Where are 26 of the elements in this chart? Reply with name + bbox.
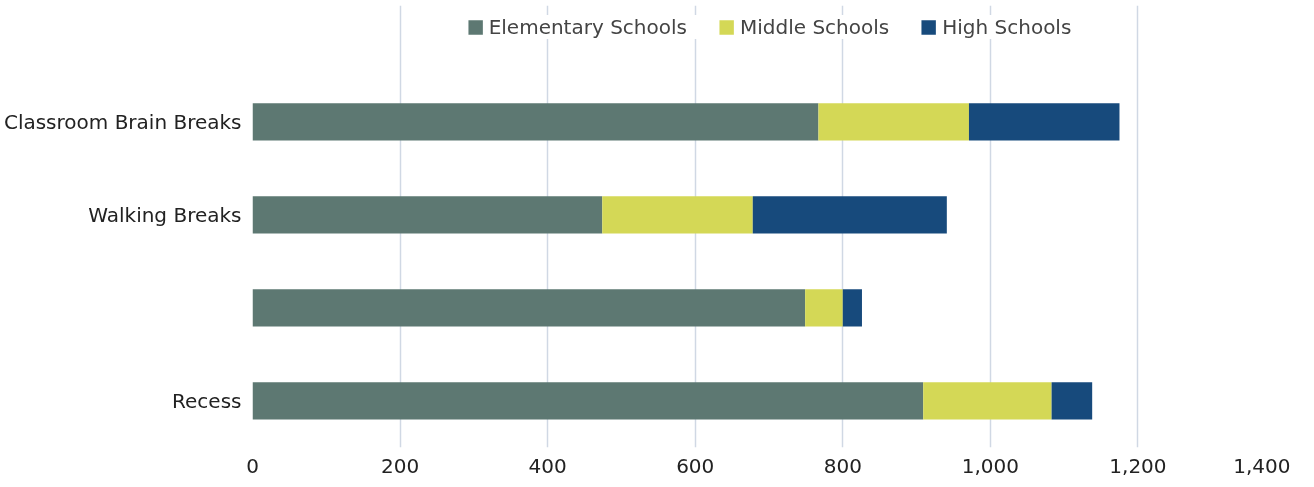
x-tick-label: 600 [676, 453, 715, 478]
bar [818, 103, 969, 141]
y-tick-label: Classroom Brain Breaks [3, 109, 242, 134]
bar [752, 196, 947, 234]
bar [923, 382, 1052, 420]
legend-label: Middle Schools [739, 15, 890, 39]
y-tick-label: Recess [172, 388, 242, 413]
bar [602, 196, 753, 234]
bar [1051, 382, 1093, 420]
x-tick-label: 0 [246, 453, 259, 478]
x-tick-label: 1,400 [1233, 453, 1291, 478]
x-tick-label: 200 [380, 453, 420, 478]
bar [252, 382, 924, 420]
x-tick-label: 1,000 [961, 453, 1019, 478]
x-tick-label: 400 [528, 453, 567, 478]
bar [842, 289, 862, 327]
legend-label: Elementary Schools [488, 15, 687, 39]
x-tick-label: 1,200 [1109, 453, 1167, 478]
bar [968, 103, 1120, 141]
x-tick-label: 800 [823, 453, 862, 478]
bar [252, 103, 819, 141]
bar [805, 289, 843, 327]
y-tick-label: Walking Breaks [88, 202, 242, 227]
bar [252, 289, 806, 327]
bar [252, 196, 603, 234]
legend-label: High Schools [942, 15, 1072, 39]
